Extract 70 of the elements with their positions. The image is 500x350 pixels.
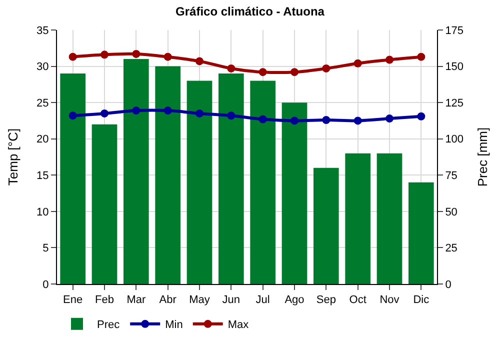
legend-label: Min xyxy=(165,319,183,332)
bar xyxy=(92,124,118,284)
point xyxy=(322,64,330,72)
y-tick-label: 5 xyxy=(42,242,49,255)
x-tick-label: Feb xyxy=(95,294,114,306)
point xyxy=(322,116,330,124)
bar xyxy=(218,74,244,284)
bar xyxy=(345,153,370,284)
point xyxy=(354,59,362,68)
point xyxy=(196,109,204,118)
bar xyxy=(124,59,149,284)
point xyxy=(417,52,426,61)
x-tick-label: May xyxy=(189,294,210,306)
y2-tick-label: 0 xyxy=(445,278,452,291)
point xyxy=(417,112,426,120)
bar xyxy=(408,182,434,284)
y-tick-label: 0 xyxy=(42,278,49,291)
point xyxy=(258,115,267,124)
bar xyxy=(186,80,212,284)
point xyxy=(100,50,108,59)
x-tick-label: Jul xyxy=(256,294,270,306)
point xyxy=(132,106,140,115)
point xyxy=(132,50,140,58)
x-tick-label: Jun xyxy=(222,294,240,306)
bar xyxy=(155,66,180,284)
x-tick-label: Oct xyxy=(349,294,366,306)
point xyxy=(354,116,362,125)
bar xyxy=(250,80,276,284)
point xyxy=(386,114,394,123)
y-axis-title: Temp [°C] xyxy=(6,128,20,186)
bar xyxy=(376,153,402,284)
y-tick-label: 30 xyxy=(36,61,49,74)
point xyxy=(68,112,77,120)
bar xyxy=(282,102,308,284)
x-tick-label: Mar xyxy=(126,294,146,306)
x-tick-label: Ene xyxy=(63,294,83,306)
y2-tick-label: 175 xyxy=(445,24,464,37)
point xyxy=(386,56,394,64)
point xyxy=(227,112,236,120)
chart-title: Gráfico climático - Atuona xyxy=(176,4,325,18)
y2-tick-label: 125 xyxy=(445,97,464,110)
legend-label: Max xyxy=(228,319,250,332)
x-tick-label: Sep xyxy=(316,294,336,306)
point xyxy=(290,116,298,125)
point xyxy=(227,64,236,72)
x-tick-label: Abr xyxy=(159,294,177,306)
y2-tick-label: 50 xyxy=(445,206,458,218)
y2-tick-label: 100 xyxy=(445,134,464,146)
point xyxy=(258,68,267,76)
legend-label: Prec xyxy=(97,319,120,332)
x-tick-label: Nov xyxy=(380,294,400,306)
point xyxy=(290,68,298,76)
point xyxy=(164,106,172,115)
y2-tick-label: 150 xyxy=(445,61,464,74)
x-tick-label: Ago xyxy=(284,294,304,306)
y-tick-label: 25 xyxy=(36,97,49,110)
y2-axis-title: Prec [mm] xyxy=(475,127,490,187)
point xyxy=(164,52,172,61)
point xyxy=(196,57,204,66)
bar xyxy=(314,168,339,284)
y-tick-label: 35 xyxy=(36,24,49,37)
x-tick-label: Dic xyxy=(413,294,430,306)
y-tick-label: 15 xyxy=(36,170,49,182)
y2-tick-label: 25 xyxy=(445,242,458,255)
point xyxy=(100,109,108,118)
bar xyxy=(60,74,86,284)
y2-tick-label: 75 xyxy=(445,170,458,182)
point xyxy=(68,52,77,61)
y-tick-label: 10 xyxy=(36,206,49,218)
y-tick-label: 20 xyxy=(36,134,49,146)
